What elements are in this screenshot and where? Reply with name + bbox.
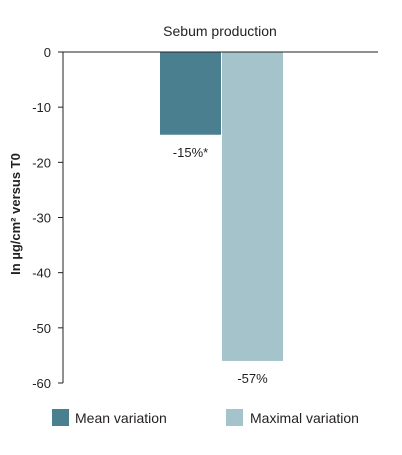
y-tick-label: -10 [32,100,51,115]
bar-maximal-variation [222,52,283,361]
y-tick-label: -20 [32,155,51,170]
y-tick-label: 0 [44,45,51,60]
data-label-mean-variation: -15%* [173,145,208,160]
chart-title: Sebum production [163,23,277,39]
bars [160,52,283,361]
legend-label-mean-variation: Mean variation [75,410,167,426]
y-axis-ticks: 0 -10 -20 -30 -40 -50 -60 [32,45,63,391]
data-labels: -15%* -57% [173,145,268,386]
bar-mean-variation [160,52,221,135]
y-tick-label: -30 [32,211,51,226]
legend-swatch-maximal-variation [226,409,243,426]
legend-swatch-mean-variation [52,409,69,426]
legend-label-maximal-variation: Maximal variation [250,410,359,426]
y-tick-label: -50 [32,321,51,336]
legend: Mean variation Maximal variation [52,409,359,426]
y-tick-label: -60 [32,376,51,391]
y-axis-label: In µg/cm² versus T0 [8,153,23,275]
data-label-maximal-variation: -57% [237,371,268,386]
y-tick-label: -40 [32,266,51,281]
